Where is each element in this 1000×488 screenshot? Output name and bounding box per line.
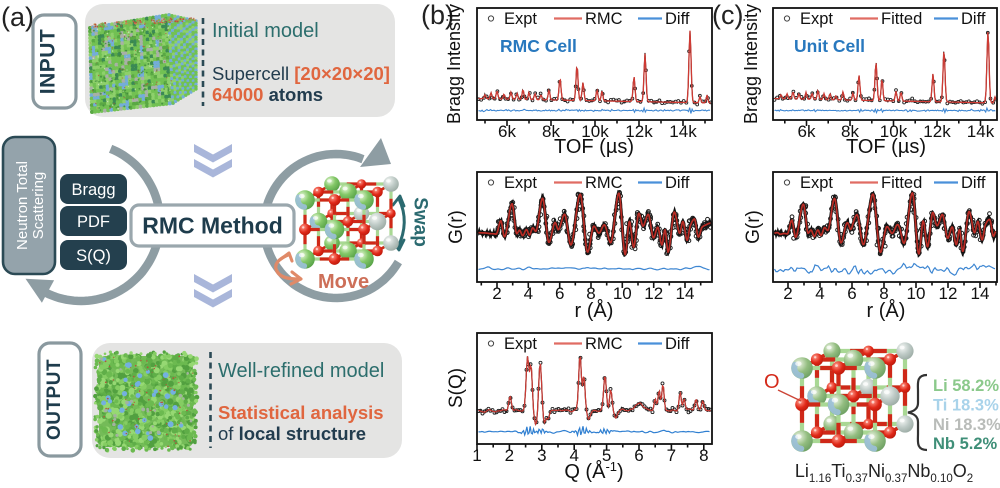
- svg-text:Neutron TotalScattering: Neutron TotalScattering: [14, 161, 47, 250]
- svg-text:Move: Move: [318, 271, 369, 293]
- svg-text:RMC: RMC: [585, 10, 623, 28]
- svg-text:4: 4: [569, 446, 578, 465]
- svg-text:10: 10: [613, 284, 632, 303]
- svg-text:Li1.16Ti0.37Ni0.37Nb0.10O2: Li1.16Ti0.37Ni0.37Nb0.10O2: [795, 461, 973, 485]
- svg-text:12k: 12k: [625, 122, 653, 141]
- svg-text:(a): (a): [1, 2, 34, 32]
- svg-text:6: 6: [555, 284, 564, 303]
- svg-text:Diff: Diff: [665, 335, 690, 353]
- svg-text:Bragg Intensity: Bragg Intensity: [444, 4, 464, 124]
- svg-text:2: 2: [505, 446, 514, 465]
- svg-text:2: 2: [492, 284, 501, 303]
- svg-text:Expt: Expt: [504, 174, 537, 192]
- svg-text:TOF (µs): TOF (µs): [554, 136, 634, 158]
- svg-text:6k: 6k: [498, 122, 516, 141]
- svg-text:8: 8: [586, 284, 595, 303]
- svg-text:Fitted: Fitted: [881, 174, 922, 192]
- svg-text:8k: 8k: [841, 122, 859, 141]
- svg-text:r (Å): r (Å): [575, 299, 614, 322]
- svg-text:8: 8: [879, 284, 888, 303]
- svg-text:4: 4: [524, 284, 533, 303]
- svg-text:14: 14: [971, 284, 990, 303]
- svg-text:RMC Cell: RMC Cell: [500, 36, 577, 56]
- svg-text:8k: 8k: [542, 122, 560, 141]
- svg-text:4: 4: [815, 284, 824, 303]
- svg-text:Supercell [20×20×20]: Supercell [20×20×20]: [212, 63, 390, 84]
- svg-text:TOF (µs): TOF (µs): [846, 136, 926, 158]
- svg-text:(b): (b): [421, 0, 454, 30]
- svg-text:PDF: PDF: [77, 213, 110, 231]
- svg-text:3: 3: [537, 446, 546, 465]
- svg-text:S(Q): S(Q): [76, 247, 111, 265]
- svg-text:12: 12: [644, 284, 663, 303]
- svg-text:Fitted: Fitted: [881, 10, 922, 28]
- svg-text:5: 5: [602, 446, 611, 465]
- svg-text:RMC: RMC: [585, 335, 623, 353]
- svg-text:S(Q): S(Q): [446, 368, 467, 408]
- svg-text:Bragg Intensity: Bragg Intensity: [741, 4, 761, 124]
- svg-text:INPUT: INPUT: [37, 29, 60, 95]
- svg-text:10: 10: [907, 284, 926, 303]
- svg-text:Ti 18.3%: Ti 18.3%: [933, 397, 999, 415]
- svg-text:(c): (c): [712, 0, 743, 30]
- svg-text:OUTPUT: OUTPUT: [44, 359, 65, 440]
- svg-text:G(r): G(r): [743, 210, 764, 244]
- svg-text:Q (Å-1): Q (Å-1): [564, 459, 623, 483]
- svg-text:6k: 6k: [798, 122, 816, 141]
- svg-text:Ni 18.3%: Ni 18.3%: [933, 416, 1000, 434]
- svg-text:1: 1: [472, 446, 481, 465]
- svg-text:Bragg: Bragg: [71, 181, 115, 199]
- svg-text:8: 8: [699, 446, 708, 465]
- svg-text:Initial model: Initial model: [212, 20, 319, 42]
- svg-text:Nb 5.2%: Nb 5.2%: [933, 435, 998, 453]
- svg-text:2: 2: [783, 284, 792, 303]
- svg-text:RMC: RMC: [585, 174, 623, 192]
- svg-text:6: 6: [847, 284, 856, 303]
- svg-text:Li 58.2%: Li 58.2%: [933, 377, 999, 395]
- svg-text:12k: 12k: [923, 122, 951, 141]
- svg-text:O: O: [764, 371, 780, 393]
- svg-text:12: 12: [939, 284, 958, 303]
- svg-text:Unit Cell: Unit Cell: [794, 36, 865, 56]
- svg-text:10k: 10k: [581, 122, 609, 141]
- svg-text:14k: 14k: [967, 122, 995, 141]
- svg-text:6: 6: [634, 446, 643, 465]
- svg-text:r (Å): r (Å): [867, 299, 906, 322]
- svg-text:10k: 10k: [880, 122, 908, 141]
- svg-text:Expt: Expt: [504, 10, 537, 28]
- svg-text:G(r): G(r): [446, 210, 467, 244]
- svg-text:Diff: Diff: [961, 174, 986, 192]
- svg-text:Well-refined model: Well-refined model: [218, 360, 384, 382]
- svg-text:Expt: Expt: [800, 10, 833, 28]
- svg-text:Statistical analysis: Statistical analysis: [218, 402, 384, 423]
- svg-text:14: 14: [676, 284, 695, 303]
- svg-text:RMC Method: RMC Method: [142, 213, 283, 239]
- svg-text:64000 atoms: 64000 atoms: [212, 84, 323, 105]
- svg-text:14k: 14k: [669, 122, 697, 141]
- svg-text:Diff: Diff: [665, 10, 690, 28]
- svg-text:7: 7: [667, 446, 676, 465]
- svg-text:Expt: Expt: [800, 174, 833, 192]
- svg-text:Diff: Diff: [665, 174, 690, 192]
- svg-text:Swap: Swap: [410, 197, 431, 247]
- svg-text:Expt: Expt: [504, 335, 537, 353]
- svg-text:Diff: Diff: [961, 10, 986, 28]
- svg-text:of local structure: of local structure: [218, 423, 366, 444]
